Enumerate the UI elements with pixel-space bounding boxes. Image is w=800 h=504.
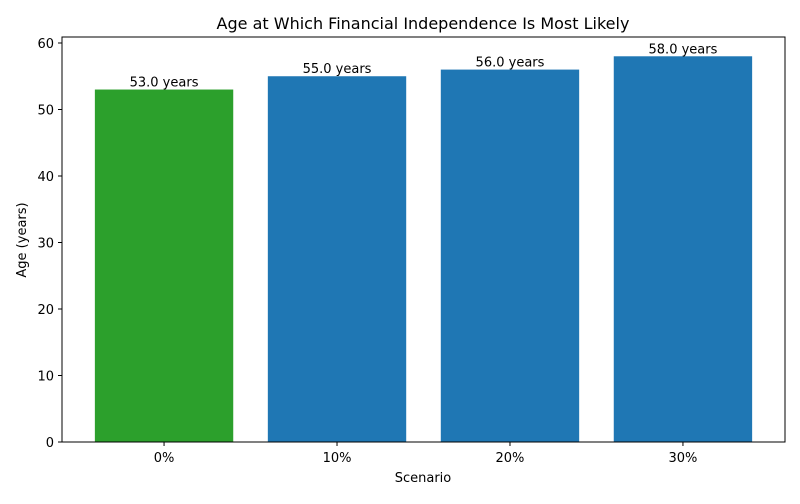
x-tick-label: 20% xyxy=(496,451,525,466)
bar-10% xyxy=(267,76,407,442)
y-tick-label: 20 xyxy=(37,303,54,318)
x-axis-label: Scenario xyxy=(395,471,452,486)
y-tick-label: 60 xyxy=(37,37,54,52)
y-tick-label: 50 xyxy=(37,103,54,118)
bar-20% xyxy=(440,69,580,442)
x-tick-label: 10% xyxy=(323,451,352,466)
plot-frame xyxy=(61,36,786,443)
y-tick-label: 10 xyxy=(37,369,54,384)
y-axis-label: Age (years) xyxy=(15,202,30,277)
x-tick-label: 0% xyxy=(154,451,175,466)
data-label: 53.0 years xyxy=(130,76,199,91)
y-tick-label: 40 xyxy=(37,170,54,185)
y-tick-label: 30 xyxy=(37,236,54,251)
bar-30% xyxy=(613,56,753,443)
chart-title: Age at Which Financial Independence Is M… xyxy=(217,14,630,33)
bar-0% xyxy=(94,89,234,442)
data-label: 55.0 years xyxy=(303,62,372,77)
x-tick-label: 30% xyxy=(668,451,697,466)
y-tick-label: 0 xyxy=(46,436,54,451)
data-label: 56.0 years xyxy=(476,56,545,71)
data-label: 58.0 years xyxy=(649,42,718,57)
